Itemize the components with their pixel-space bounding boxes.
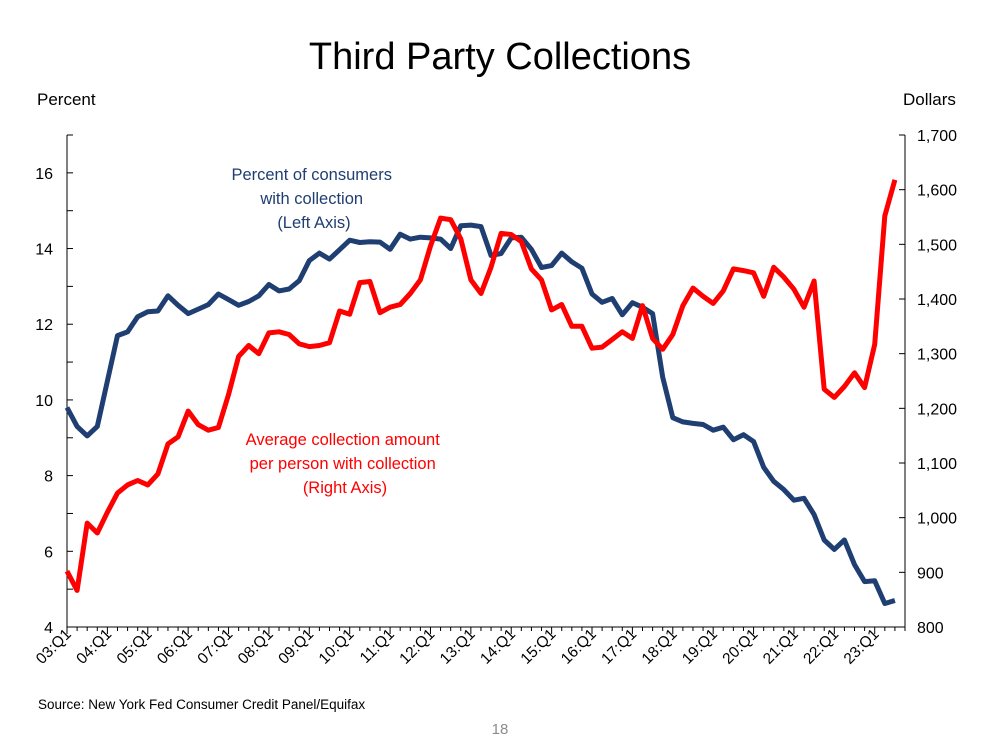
x-tick-label: 08:Q1 xyxy=(235,626,277,668)
source-note: Source: New York Fed Consumer Credit Pan… xyxy=(38,697,366,712)
x-tick-label: 21:Q1 xyxy=(760,626,802,668)
x-tick-label: 16:Q1 xyxy=(558,626,600,668)
tick-labels: 4 6 8 10 12 14 16 800 900 1,000 1,100 1,200 1,300 1,4… xyxy=(33,128,957,668)
x-tick-label: 22:Q1 xyxy=(800,626,842,668)
right-y-tick-label: 1,000 xyxy=(917,511,957,528)
left-y-tick-label: 4 xyxy=(44,620,53,637)
x-tick-label: 11:Q1 xyxy=(357,626,398,667)
right-axis-unit-label: Dollars xyxy=(903,90,956,109)
page-number: 18 xyxy=(491,721,509,738)
right-y-tick-label: 1,500 xyxy=(917,237,957,254)
x-tick-label: 19:Q1 xyxy=(679,626,721,668)
left-annotation-line-3: (Left Axis) xyxy=(277,214,350,232)
x-tick-label: 05:Q1 xyxy=(114,626,156,668)
x-tick-label: 12:Q1 xyxy=(396,626,438,668)
x-tick-label: 09:Q1 xyxy=(275,626,317,668)
left-series-annotation: Percent of consumers with collection (Le… xyxy=(231,166,396,232)
x-tick-label: 07:Q1 xyxy=(194,626,236,668)
left-y-tick-label: 16 xyxy=(35,166,53,183)
left-annotation-line-2: with collection xyxy=(259,190,363,208)
right-annotation-line-3: (Right Axis) xyxy=(303,479,387,497)
x-tick-label: 15:Q1 xyxy=(518,626,560,668)
right-y-tick-label: 1,400 xyxy=(917,292,957,309)
right-y-tick-label: 1,200 xyxy=(917,401,957,418)
annotations: Percent of consumers with collection (Le… xyxy=(231,166,445,497)
left-y-tick-label: 14 xyxy=(35,242,53,259)
x-tick-label: 04:Q1 xyxy=(73,626,115,668)
avg-collection-amount-line xyxy=(64,179,898,593)
x-tick-label: 17:Q1 xyxy=(598,626,640,668)
x-tick-label: 14:Q1 xyxy=(477,626,519,668)
x-tick-label: 06:Q1 xyxy=(154,626,196,668)
right-y-tick-label: 1,700 xyxy=(917,128,957,145)
percent-collection-line xyxy=(64,222,896,606)
series-lines xyxy=(64,179,898,606)
left-y-tick-label: 6 xyxy=(44,544,53,561)
left-y-tick-label: 12 xyxy=(35,317,53,334)
right-annotation-line-2: per person with collection xyxy=(250,455,436,473)
x-tick-label: 20:Q1 xyxy=(719,626,761,668)
x-tick-label: 18:Q1 xyxy=(639,626,681,668)
left-y-tick-label: 8 xyxy=(44,469,53,486)
right-series-annotation: Average collection amount per person wit… xyxy=(246,431,445,497)
chart-title: Third Party Collections xyxy=(308,36,692,78)
right-y-tick-label: 900 xyxy=(917,565,944,582)
right-y-tick-label: 1,100 xyxy=(917,456,957,473)
right-y-tick-label: 800 xyxy=(917,620,944,637)
x-tick-label: 10:Q1 xyxy=(316,626,358,668)
left-y-tick-label: 10 xyxy=(35,393,53,410)
left-axis-unit-label: Percent xyxy=(37,90,96,109)
right-y-tick-label: 1,300 xyxy=(917,347,957,364)
x-tick-label: 23:Q1 xyxy=(841,626,883,668)
right-annotation-line-1: Average collection amount xyxy=(246,431,441,449)
right-y-tick-label: 1,600 xyxy=(917,183,957,200)
x-tick-label: 03:Q1 xyxy=(33,626,75,668)
left-annotation-line-1: Percent of consumers xyxy=(231,166,392,184)
axes xyxy=(66,134,906,634)
x-tick-label: 13:Q1 xyxy=(437,626,479,668)
